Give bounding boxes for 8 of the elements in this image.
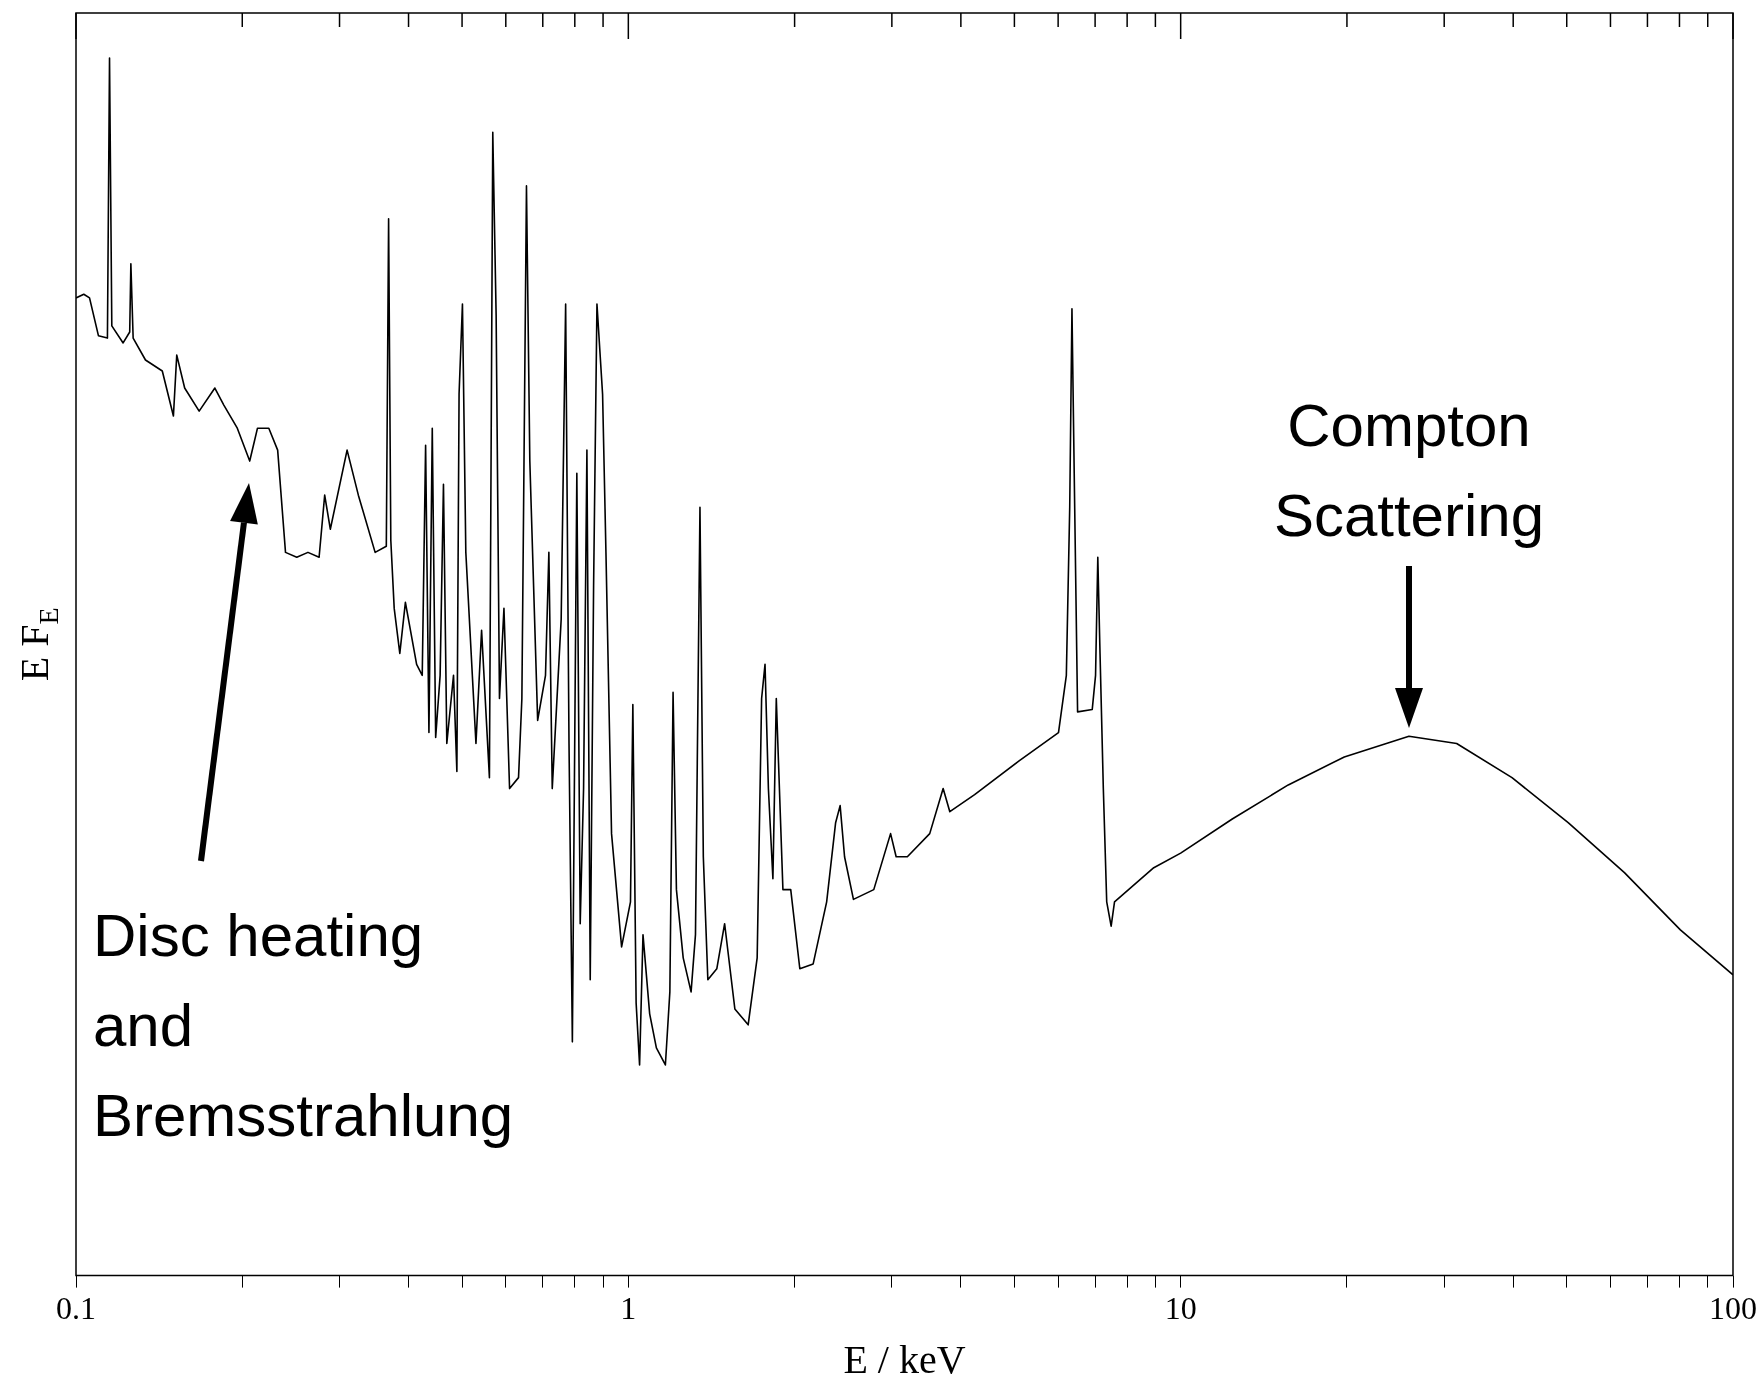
annotation: Disc heating and Bremsstrahlung [93, 901, 514, 1152]
x-tick-label: 10 [1164, 1290, 1197, 1327]
x-tick-label: 100 [1709, 1290, 1757, 1327]
x-tick-label: 1 [620, 1290, 637, 1327]
annotation: Compton Scattering [1273, 391, 1545, 552]
y-axis-title: E FE [12, 607, 64, 682]
x-axis-title: E / keV [843, 1336, 966, 1382]
x-tick-label: 0.1 [56, 1290, 96, 1327]
